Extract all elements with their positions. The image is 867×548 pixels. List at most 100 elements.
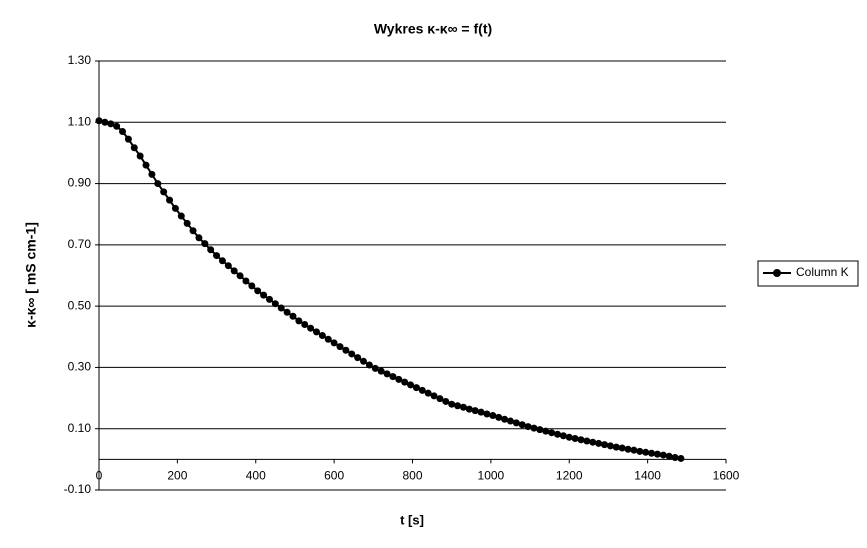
data-point [289,312,297,320]
x-tick-label: 1000 [478,469,505,483]
data-point [489,412,497,420]
data-point [271,300,279,308]
y-tick-label: 1.10 [68,114,92,128]
legend-label: Column K [796,265,849,279]
data-point [395,375,403,383]
data-point [407,381,415,389]
data-point [365,361,373,369]
data-point [136,152,144,160]
data-point [207,246,215,254]
legend-marker [773,269,781,277]
data-point [213,252,221,260]
data-point [265,295,273,303]
data-point [236,272,244,280]
chart-title: Wykres κ-κ∞ = f(t) [374,21,492,37]
data-point [542,427,550,435]
data-point [642,448,650,456]
data-point [324,335,332,343]
data-point [442,397,450,405]
x-tick-label: 1400 [634,469,661,483]
y-tick-label: -0.10 [64,482,92,496]
data-point [130,144,138,152]
data-point [677,454,685,462]
data-point [307,324,315,332]
data-point [583,437,591,445]
y-tick-label: 0.50 [68,298,92,312]
y-tick-label: 0.10 [68,421,92,435]
data-point [224,262,232,270]
data-point [601,441,609,449]
data-point [201,240,209,248]
data-point [377,367,385,375]
series-line [98,119,682,460]
y-tick-label: 0.90 [68,176,92,190]
x-tick-label: 400 [246,469,266,483]
data-point [107,120,115,128]
x-tick-label: 1600 [713,469,740,483]
data-point [318,332,326,340]
data-point [589,438,597,446]
data-point [401,378,409,386]
data-point [571,435,579,443]
data-point [260,291,268,299]
data-point [183,219,191,227]
data-point [330,339,338,347]
data-point [171,204,179,212]
data-point [454,402,462,410]
data-point [119,127,127,135]
data-point [101,118,109,126]
data-point [536,426,544,434]
data-point [530,424,538,432]
data-point [371,364,379,372]
data-point [448,400,456,408]
data-point [389,373,397,381]
data-point [295,317,303,325]
x-axis-label: t [s] [400,512,424,527]
data-point [495,413,503,421]
data-point [606,442,614,450]
data-point [506,417,514,425]
y-tick-label: 0.30 [68,360,92,374]
x-tick-label: 800 [402,469,422,483]
data-point [113,122,121,130]
data-point [624,445,632,453]
data-point [218,257,226,265]
data-point [230,267,238,275]
data-point [95,117,103,125]
data-point [559,432,567,440]
y-axis-label: κ-κ∞ [ mS cm-1] [23,222,39,328]
data-point [418,386,426,394]
data-point [354,354,362,362]
data-point [430,392,438,400]
data-point [618,444,626,452]
data-point [483,410,491,418]
x-tick-label: 0 [96,469,103,483]
data-point [412,384,420,392]
data-point [630,446,638,454]
data-point [424,389,432,397]
data-point [336,343,344,351]
x-tick-label: 200 [167,469,187,483]
data-point [436,395,444,403]
data-point [160,188,168,196]
data-point [195,234,203,242]
data-point [501,415,509,423]
data-point [595,439,603,447]
data-point [653,450,661,458]
data-point [518,421,526,429]
data-point [254,287,262,295]
y-tick-label: 1.30 [68,53,92,67]
data-point [459,403,467,411]
data-point [512,419,520,427]
data-point [248,282,256,290]
x-tick-label: 1200 [556,469,583,483]
data-point [142,161,150,169]
data-point [342,346,350,354]
data-point [177,212,185,220]
data-point [548,429,556,437]
data-point [301,321,309,329]
data-point [665,452,673,460]
data-point [242,277,250,285]
data-point [166,196,174,204]
